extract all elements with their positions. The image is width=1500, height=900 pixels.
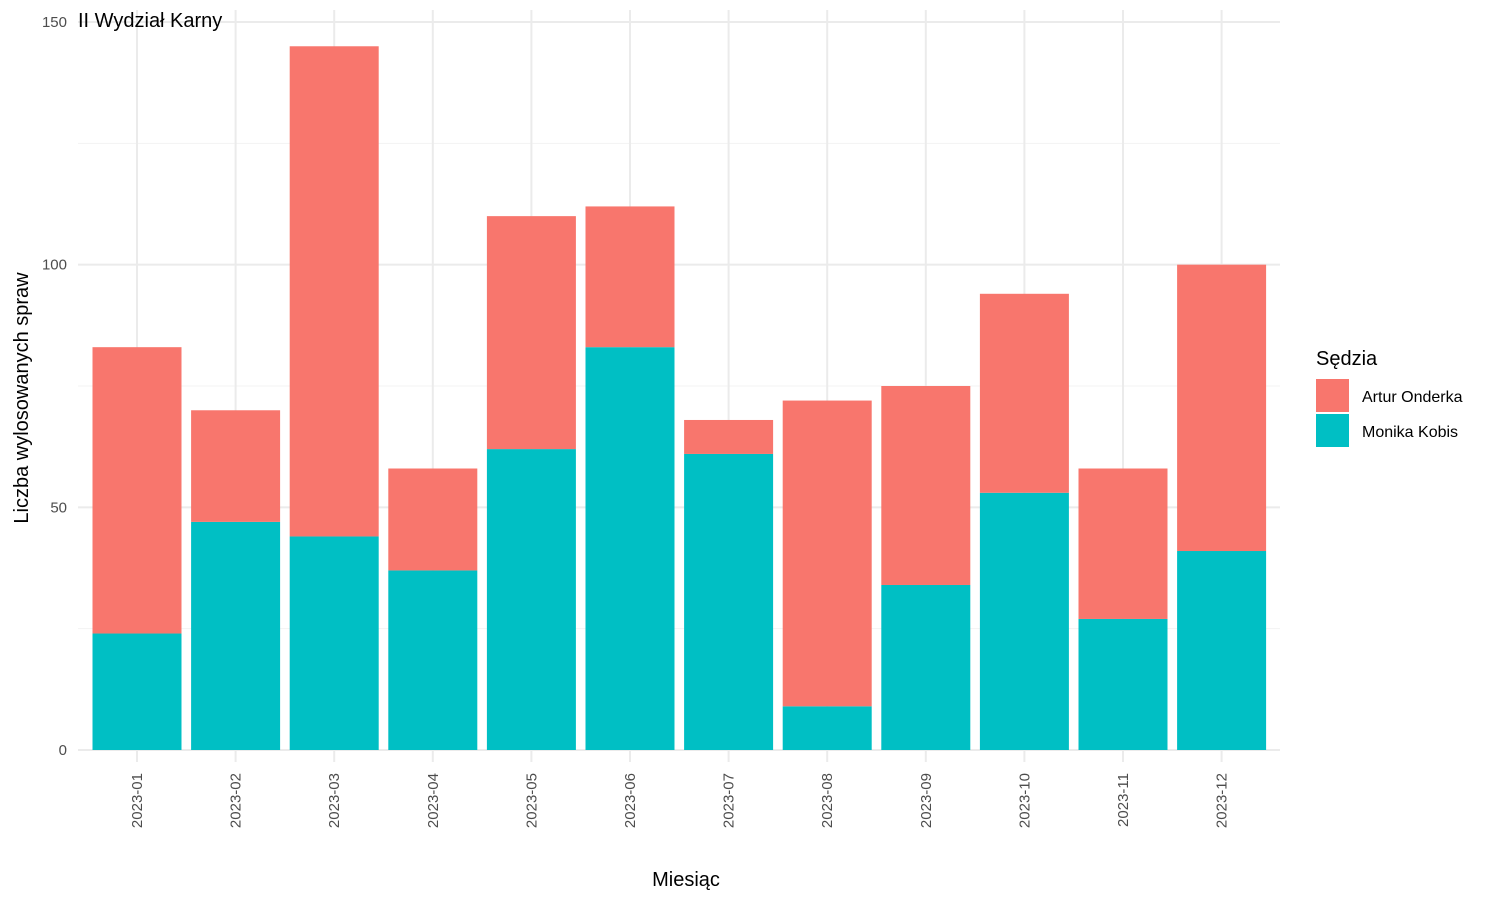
x-axis-ticks: 2023-01 2023-02 2023-03 2023-04 2023-05 2023-… <box>129 773 1231 828</box>
bar-monika-kobis-2023-09 <box>881 584 971 750</box>
bar-monika-kobis-2023-01 <box>92 633 182 750</box>
bar-artur-onderka-2023-06 <box>585 206 675 348</box>
x-tick-label: 2023-12 <box>1214 773 1231 828</box>
y-tick-label: 150 <box>42 14 67 31</box>
bar-monika-kobis-2023-06 <box>585 347 675 750</box>
bar-monika-kobis-2023-08 <box>782 706 872 750</box>
bar-artur-onderka-2023-12 <box>1177 264 1267 552</box>
x-tick-label: 2023-04 <box>425 773 442 828</box>
bars <box>92 46 1267 750</box>
bar-artur-onderka-2023-10 <box>979 293 1069 493</box>
x-tick-label: 2023-05 <box>523 773 540 828</box>
legend-swatch-artur-onderka <box>1316 379 1349 412</box>
x-tick-label: 2023-07 <box>721 773 738 828</box>
bar-artur-onderka-2023-03 <box>289 46 379 537</box>
y-tick-label: 0 <box>59 742 67 759</box>
x-tick-label: 2023-03 <box>326 773 343 828</box>
bar-artur-onderka-2023-05 <box>486 216 576 450</box>
x-tick-label: 2023-09 <box>918 773 935 828</box>
y-tick-label: 100 <box>42 257 67 274</box>
x-tick-label: 2023-10 <box>1016 773 1033 828</box>
x-tick-label: 2023-02 <box>228 773 245 828</box>
bar-monika-kobis-2023-03 <box>289 536 379 750</box>
bar-monika-kobis-2023-12 <box>1177 551 1267 750</box>
bar-monika-kobis-2023-11 <box>1078 618 1168 750</box>
bar-monika-kobis-2023-10 <box>979 492 1069 750</box>
y-axis-ticks: 0 50 100 150 <box>42 14 67 759</box>
legend-label-monika-kobis: Monika Kobis <box>1362 424 1458 441</box>
legend: Sędzia Artur Onderka Monika Kobis <box>1316 348 1463 447</box>
x-tick-label: 2023-11 <box>1115 773 1132 827</box>
y-axis-title: Liczba wylosowanych spraw <box>11 272 33 524</box>
y-tick-label: 50 <box>50 499 67 516</box>
legend-label-artur-onderka: Artur Onderka <box>1362 389 1463 406</box>
bar-artur-onderka-2023-01 <box>92 347 182 634</box>
bar-artur-onderka-2023-11 <box>1078 468 1168 619</box>
bar-monika-kobis-2023-04 <box>388 570 478 750</box>
x-tick-label: 2023-08 <box>819 773 836 828</box>
chart-title: II Wydział Karny <box>78 10 222 32</box>
legend-swatch-monika-kobis <box>1316 414 1349 447</box>
bar-artur-onderka-2023-09 <box>881 386 971 585</box>
x-tick-label: 2023-06 <box>622 773 639 828</box>
x-tick-label: 2023-01 <box>129 773 146 828</box>
bar-monika-kobis-2023-07 <box>684 453 774 750</box>
bar-artur-onderka-2023-04 <box>388 468 478 571</box>
x-axis-title: Miesiąc <box>652 869 720 891</box>
bar-artur-onderka-2023-07 <box>684 419 774 454</box>
bar-artur-onderka-2023-02 <box>191 410 281 522</box>
legend-title: Sędzia <box>1316 348 1378 370</box>
bar-monika-kobis-2023-02 <box>191 521 281 750</box>
bar-monika-kobis-2023-05 <box>486 449 576 750</box>
bar-artur-onderka-2023-08 <box>782 400 872 707</box>
